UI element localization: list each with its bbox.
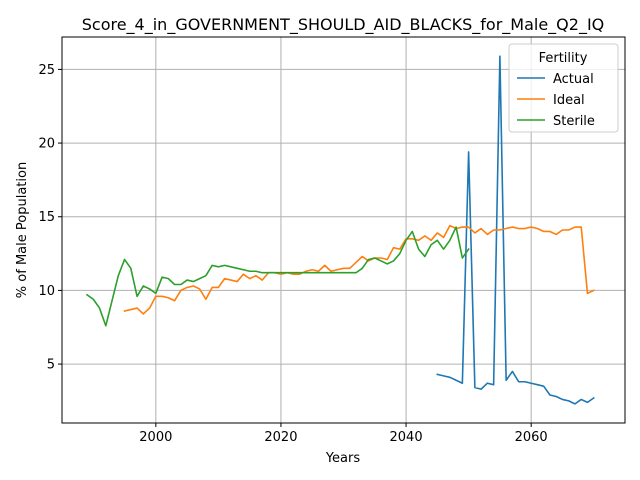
y-tick-label: 20 [38, 137, 55, 152]
y-tick-label: 15 [38, 210, 55, 225]
legend-label-sterile: Sterile [553, 114, 595, 129]
legend: Fertility Actual Ideal Sterile [508, 43, 619, 133]
y-axis: 5 10 15 20 25 [38, 63, 62, 373]
y-tick-label: 5 [47, 358, 55, 373]
chart-title: Score_4_in_GOVERNMENT_SHOULD_AID_BLACKS_… [82, 15, 605, 35]
x-tick-label: 2000 [139, 430, 172, 445]
y-tick-label: 10 [38, 284, 55, 299]
series-line-ideal [123, 224, 595, 315]
legend-title: Fertility [539, 51, 588, 66]
plot-area-frame [61, 36, 626, 424]
series-line-actual [436, 55, 595, 405]
x-tick-label: 2060 [515, 430, 548, 445]
legend-label-actual: Actual [553, 72, 594, 87]
x-tick-label: 2020 [264, 430, 297, 445]
legend-box [508, 43, 619, 133]
series-lines [85, 55, 595, 405]
y-tick-label: 25 [38, 63, 55, 78]
legend-entries: Actual Ideal Sterile [517, 72, 595, 129]
x-axis-label: Years [325, 451, 361, 466]
legend-label-ideal: Ideal [553, 93, 585, 108]
x-axis: 2000 2020 2040 2060 [139, 423, 548, 445]
y-axis-label: % of Male Population [15, 162, 30, 298]
series-line-sterile [85, 226, 470, 327]
x-tick-label: 2040 [390, 430, 423, 445]
